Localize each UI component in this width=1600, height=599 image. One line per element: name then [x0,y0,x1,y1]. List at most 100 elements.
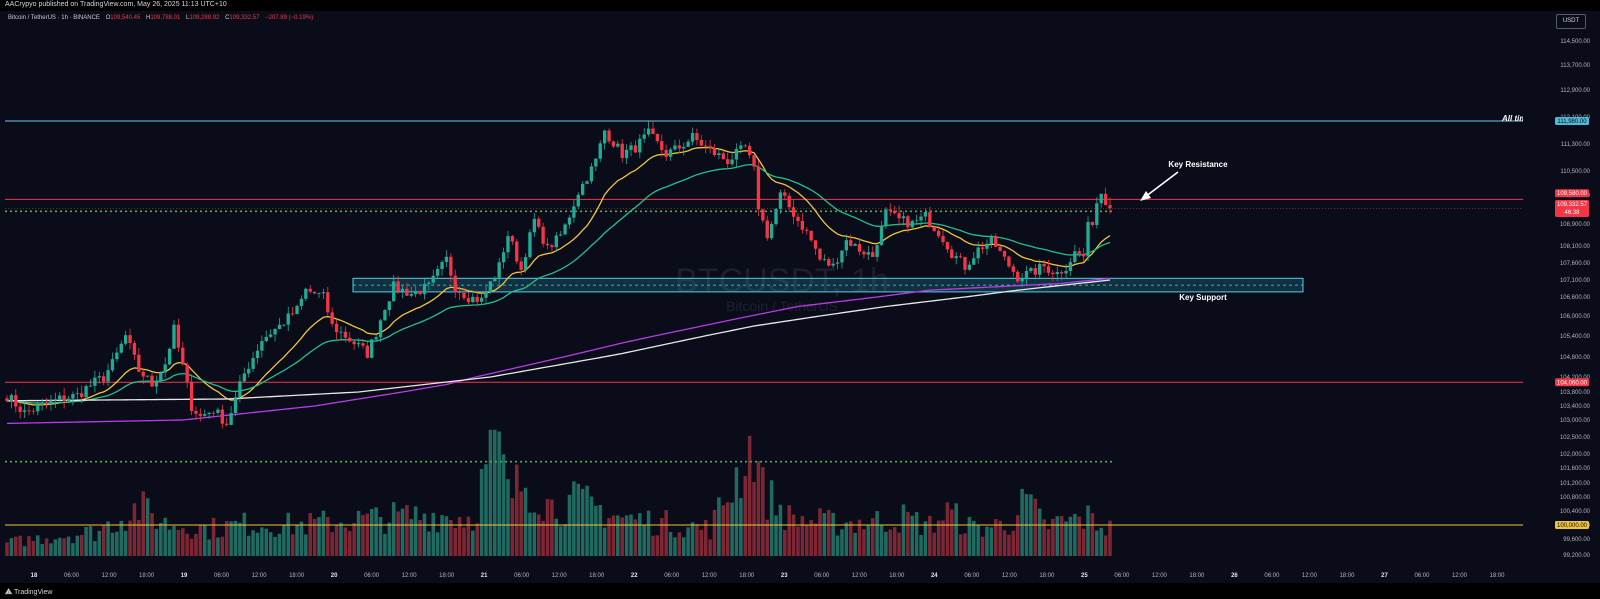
price-axis[interactable]: 99,200.00 99,600.00 100,000.00 100,400.00 10… [1523,11,1600,583]
candle [1095,197,1099,229]
volume-bar [958,534,963,556]
time-axis[interactable]: 18 06:00 12:00 18:00 19 06:00 12:00 18:00 20 06:0… [0,558,1523,580]
volume-bar [145,498,150,556]
candle [348,331,352,343]
last-price-badge-bg [1555,199,1589,217]
volume-bar [242,512,247,556]
volume-bar [866,524,871,556]
volume-bar [457,516,462,556]
candle [75,387,79,400]
volume-bar [185,533,189,556]
ohlc-l-value: 109,288.92 [189,15,220,21]
volume-bar [348,530,352,556]
volume-bar [743,476,748,556]
candle [9,393,14,409]
candle [273,328,277,342]
volume-bar [361,515,365,556]
volume-bar [36,535,40,556]
y-tick-label: 102,000.00 [1560,452,1591,458]
candle [1020,273,1024,287]
candle [1086,216,1090,261]
volume-bar [717,497,721,556]
volume-bar [699,529,704,556]
volume-bar [703,520,708,556]
volume-bar [374,507,378,556]
candle [813,240,818,256]
candle [361,339,365,349]
candle [976,241,980,264]
volume-bar [22,546,27,556]
candle [712,144,717,157]
candle [115,347,119,363]
volume-bar [638,513,642,556]
x-tick-label: 12:00 [102,573,118,579]
volume-bar [9,538,14,556]
candle [493,276,497,282]
candle [1059,270,1064,281]
candle [739,141,743,154]
candle [950,245,954,259]
candle [189,374,194,416]
volume-bar [765,519,769,556]
x-tick-label: 06:00 [1114,573,1130,579]
x-tick-label: 06:00 [214,573,230,579]
volume-bar [497,431,501,556]
candle [594,158,598,172]
y-tick-label: 103,800.00 [1560,390,1591,396]
ohlc-o-label: O [105,15,111,21]
ohlc-h-value: 109,788.01 [150,15,181,21]
volume-bar [510,498,515,556]
volume-bar [141,491,145,556]
x-tick-label: 06:00 [514,573,530,579]
candle [501,247,506,269]
y-tick-label: 103,000.00 [1560,418,1591,424]
candle [528,229,532,259]
volume-bar [884,531,888,556]
y-tick-label: 114,500.00 [1560,39,1590,45]
volume-bar [295,525,299,556]
volume-bar [128,520,132,556]
candle [638,134,642,158]
volume-bar [115,531,119,556]
candle [400,285,405,299]
volume-bar [835,535,840,556]
candle [1108,197,1112,214]
volume-bar [453,528,457,556]
y-tick-label: 100,400.00 [1560,509,1591,515]
volume-bar [167,529,172,556]
currency-button[interactable]: USDT [1556,14,1586,29]
volume-bar [471,530,475,556]
candle [150,372,154,387]
volume-bar [668,531,673,556]
x-tick-label: 18:00 [589,573,605,579]
y-tick-label: 99,600.00 [1563,537,1590,543]
volume-bar [950,509,954,556]
x-tick-label: 18 [31,573,38,579]
volume-bar [255,532,260,556]
candle [225,417,229,427]
candle [853,242,857,247]
volume-bar [541,520,545,556]
volume-bar [40,544,44,556]
candle [308,285,312,294]
y-tick-label: 106,600.00 [1560,295,1591,301]
volume-bar [326,517,330,556]
volume-bar [409,519,414,556]
volume-bar [440,515,444,556]
candle [673,139,677,151]
candle [932,226,936,232]
ohlc-l-label: L [186,15,190,21]
candle [264,330,268,343]
volume-bar [18,535,22,556]
candle [66,395,71,402]
volume-bar [163,517,167,556]
candles [5,121,1112,429]
ma-line-ma_purple [6,277,1111,425]
candle [1103,187,1108,206]
last-price-badge-countdown: 46:38 [1564,210,1580,216]
x-tick-label: 18:00 [289,573,305,579]
volume-bar [273,536,277,556]
volume-bar [651,535,655,556]
volume-bar [268,532,273,556]
